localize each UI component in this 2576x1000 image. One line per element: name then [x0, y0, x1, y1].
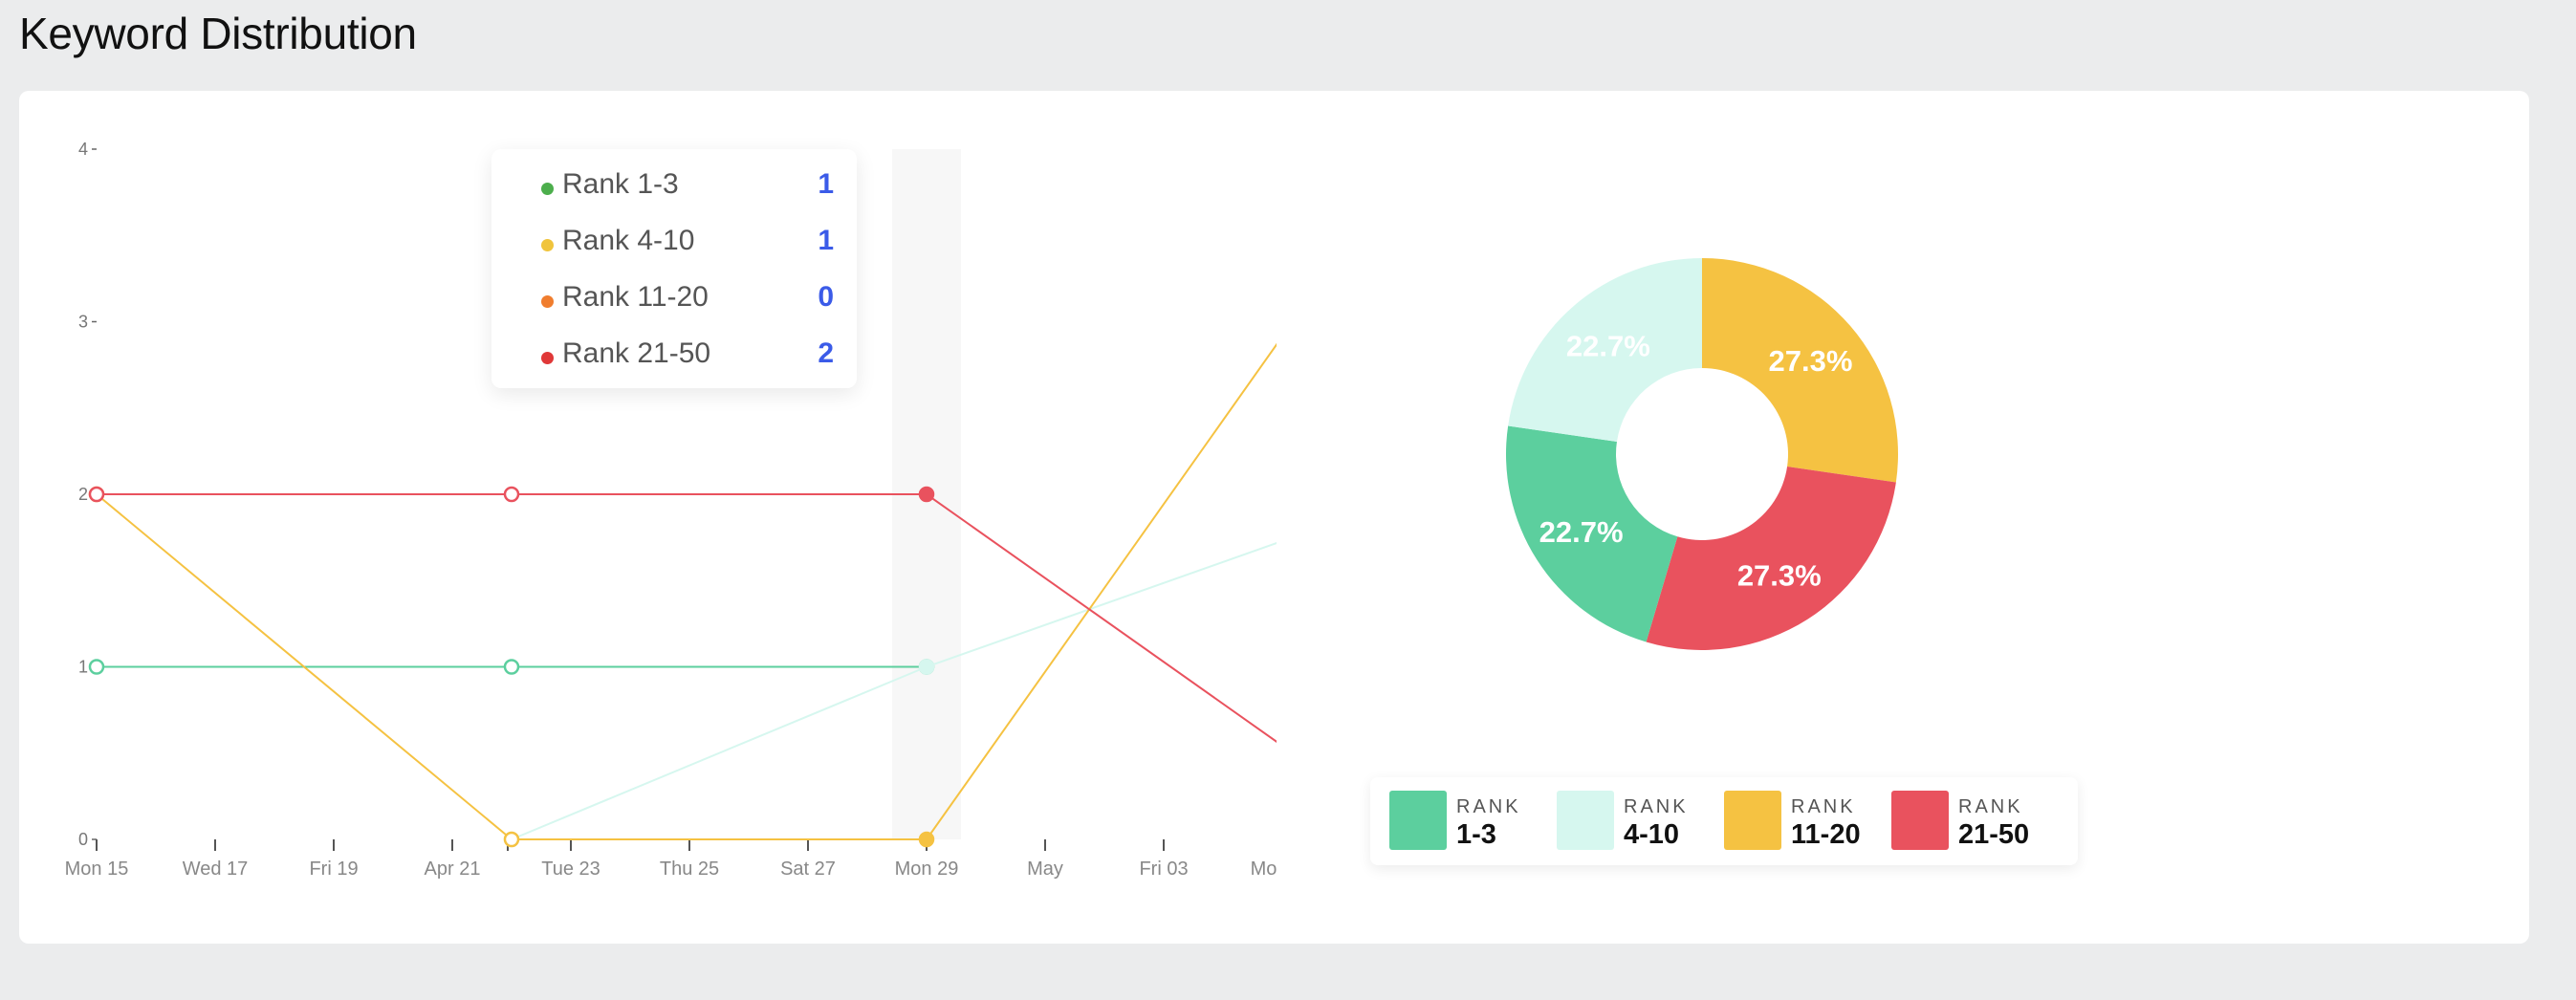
tooltip-label: Rank 21-50: [562, 337, 711, 369]
x-tick-label: Mon 06: [1251, 859, 1281, 880]
legend-rank-word: RANK: [1456, 796, 1521, 817]
tooltip-value: 1: [818, 225, 834, 256]
data-point[interactable]: [88, 486, 105, 503]
x-tick-label: Wed 17: [183, 859, 249, 880]
data-point[interactable]: [918, 486, 935, 503]
legend-swatch: [1389, 791, 1447, 850]
y-tick-label: 1: [78, 658, 88, 677]
series-dot-icon: [541, 352, 554, 364]
data-point[interactable]: [503, 659, 520, 675]
legend-rank-word: RANK: [1791, 796, 1856, 817]
tooltip-value: 2: [818, 337, 834, 369]
line-chart[interactable]: 0 1 2 3 4 Mon 15 Wed 17 Fri 19 Apr 21 Tue 23 Thu 2…: [57, 134, 1281, 880]
chart-card: [19, 91, 2529, 944]
legend-swatch: [1724, 791, 1781, 850]
legend-swatch: [1557, 791, 1614, 850]
pie-slice-label: 22.7%: [1566, 330, 1650, 363]
pie-slice-rank-4-10[interactable]: [1508, 258, 1702, 443]
legend-rank-word: RANK: [1624, 796, 1689, 817]
pie-legend: RANK 1-3 RANK 4-10 RANK 11-20 RANK 21-50: [1370, 777, 2078, 865]
y-tick-label: 0: [78, 830, 88, 849]
x-tick-label: Mon 15: [65, 859, 129, 880]
data-point[interactable]: [503, 831, 520, 848]
legend-name: 11-20: [1791, 819, 1861, 850]
data-point[interactable]: [88, 659, 105, 675]
x-tick-label: Fri 03: [1139, 859, 1188, 880]
y-tick-label: 3: [78, 313, 88, 332]
chart-tooltip: Rank 1-3 1 Rank 4-10 1 Rank 11-20 0 Rank…: [491, 149, 857, 388]
legend-rank-word: RANK: [1958, 796, 2023, 817]
page-title: Keyword Distribution: [19, 9, 417, 58]
tooltip-label: Rank 4-10: [562, 225, 695, 256]
tooltip-label: Rank 11-20: [562, 281, 709, 313]
series-line[interactable]: [97, 493, 1281, 788]
tooltip-label: Rank 1-3: [562, 168, 679, 200]
pie-slice-rank-11-20[interactable]: [1702, 258, 1898, 483]
data-point[interactable]: [918, 831, 935, 848]
series-rank-1-3[interactable]: [88, 659, 935, 675]
x-tick-label: May: [1027, 859, 1063, 880]
y-tick-label: 4: [78, 140, 88, 159]
pie-slice-rank-1-3[interactable]: [1506, 425, 1678, 642]
pie-slice-label: 27.3%: [1768, 344, 1852, 378]
x-tick-label: Apr 21: [425, 859, 481, 880]
series-line[interactable]: [96, 252, 1281, 840]
tooltip-row: Rank 4-10 1: [528, 223, 834, 261]
y-tick-label: 2: [78, 485, 88, 504]
tooltip-value: 1: [818, 168, 834, 200]
pie-slice-rank-21-50[interactable]: [1646, 466, 1896, 650]
series-dot-icon: [541, 295, 554, 308]
series-dot-icon: [541, 239, 554, 251]
data-point[interactable]: [503, 486, 520, 503]
x-tick-label: Sat 27: [780, 859, 836, 880]
pie-slice-label: 22.7%: [1539, 515, 1624, 549]
legend-swatch: [1891, 791, 1949, 850]
tooltip-row: Rank 11-20 0: [528, 279, 834, 317]
donut-chart[interactable]: 27.3% 27.3% 22.7% 22.7%: [1492, 249, 1912, 669]
x-tick-label: Tue 23: [541, 859, 600, 880]
legend-name: 21-50: [1958, 819, 2030, 850]
tooltip-value: 0: [818, 281, 834, 313]
series-rank-21-50[interactable]: [88, 486, 1281, 788]
series-dot-icon: [541, 183, 554, 195]
x-tick-label: Thu 25: [660, 859, 719, 880]
legend-name: 1-3: [1456, 819, 1496, 850]
x-tick-label: Mon 29: [895, 859, 959, 880]
pie-slice-label: 27.3%: [1737, 558, 1822, 592]
x-tick-label: Fri 19: [309, 859, 358, 880]
tooltip-row: Rank 21-50 2: [528, 336, 834, 374]
legend-name: 4-10: [1624, 819, 1680, 850]
data-point[interactable]: [918, 659, 935, 675]
tooltip-row: Rank 1-3 1: [528, 166, 834, 205]
